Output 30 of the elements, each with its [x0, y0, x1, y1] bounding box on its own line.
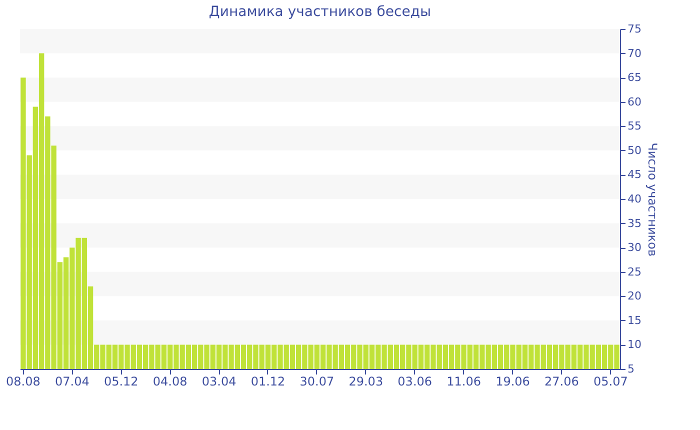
y-tick-label: 10 — [628, 338, 642, 352]
y-tick-label: 60 — [628, 95, 642, 108]
y-axis-title: Число участников — [645, 142, 660, 256]
y-tick-label: 30 — [628, 241, 642, 254]
y-tick-label: 55 — [628, 120, 642, 133]
x-tick-label: 04.08 — [152, 374, 188, 388]
x-tick-label: 27.06 — [544, 374, 579, 388]
y-tick-label: 20 — [628, 290, 642, 303]
y-tick-label: 45 — [628, 168, 642, 182]
x-tick-label: 19.06 — [496, 374, 530, 388]
x-tick-label: 05.12 — [104, 374, 138, 388]
y-tick-label: 15 — [628, 314, 642, 327]
x-tick-label: 05.07 — [593, 374, 628, 388]
y-tick-label: 25 — [628, 265, 642, 278]
y-tick-label: 5 — [628, 362, 634, 376]
y-tick-label: 35 — [628, 216, 642, 230]
y-tick-label: 50 — [628, 144, 642, 157]
y-tick-label: 75 — [628, 22, 642, 36]
x-tick-label: 30.07 — [300, 374, 334, 388]
x-tick-label: 08.08 — [6, 374, 40, 388]
x-tick-label: 03.06 — [398, 374, 432, 388]
x-tick-label: 03.04 — [202, 374, 236, 388]
y-tick-label: 70 — [628, 46, 642, 60]
x-tick-label: 01.12 — [250, 374, 286, 388]
x-tick-label: 07.04 — [54, 374, 90, 388]
y-tick-label: 65 — [628, 71, 642, 84]
x-tick-label: 29.03 — [348, 374, 384, 388]
x-tick-label: 11.06 — [446, 374, 481, 388]
y-tick-label: 40 — [628, 192, 642, 206]
chart-title: Динамика участников беседы — [208, 4, 432, 20]
